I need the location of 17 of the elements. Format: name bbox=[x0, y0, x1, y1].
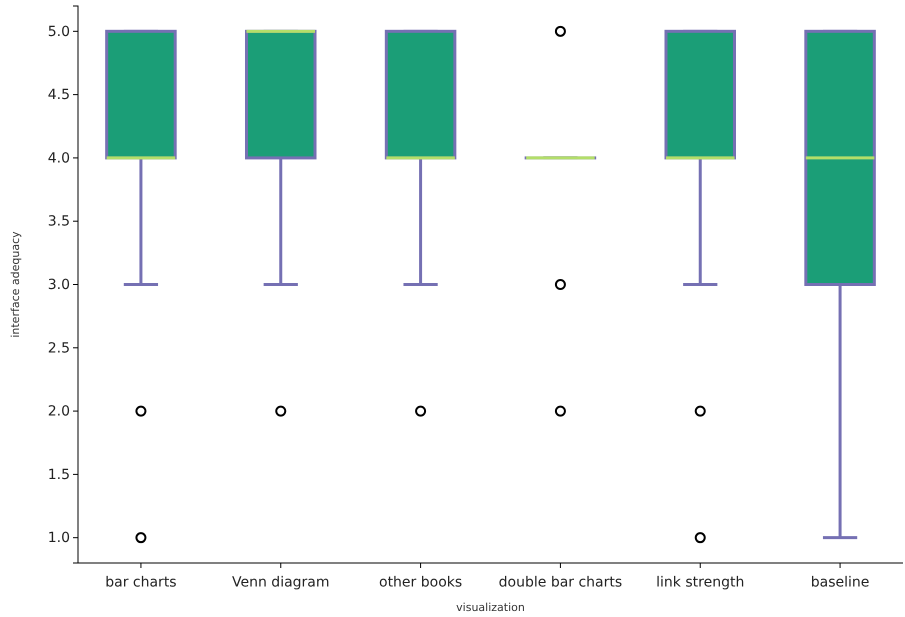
y-tick-label: 3.5 bbox=[48, 214, 70, 230]
x-tick-label: double bar charts bbox=[498, 574, 622, 590]
x-tick-label: other books bbox=[379, 574, 462, 590]
y-axis-title: interface adequacy bbox=[9, 230, 22, 338]
x-axis-title: visualization bbox=[456, 601, 525, 614]
y-tick-label: 2.0 bbox=[48, 404, 70, 420]
x-tick-label: link strength bbox=[656, 574, 744, 590]
y-tick-label: 1.0 bbox=[48, 530, 70, 546]
x-tick-label: baseline bbox=[810, 574, 870, 590]
x-tick-label: Venn diagram bbox=[232, 574, 330, 590]
y-tick-label: 4.0 bbox=[48, 150, 70, 166]
y-tick-label: 4.5 bbox=[48, 87, 70, 104]
y-tick-label: 3.0 bbox=[48, 276, 70, 293]
x-tick-label: bar charts bbox=[105, 574, 177, 590]
y-tick-label: 2.5 bbox=[48, 340, 70, 356]
y-tick-label: 1.5 bbox=[48, 466, 70, 483]
y-tick-label: 5.0 bbox=[48, 24, 70, 40]
